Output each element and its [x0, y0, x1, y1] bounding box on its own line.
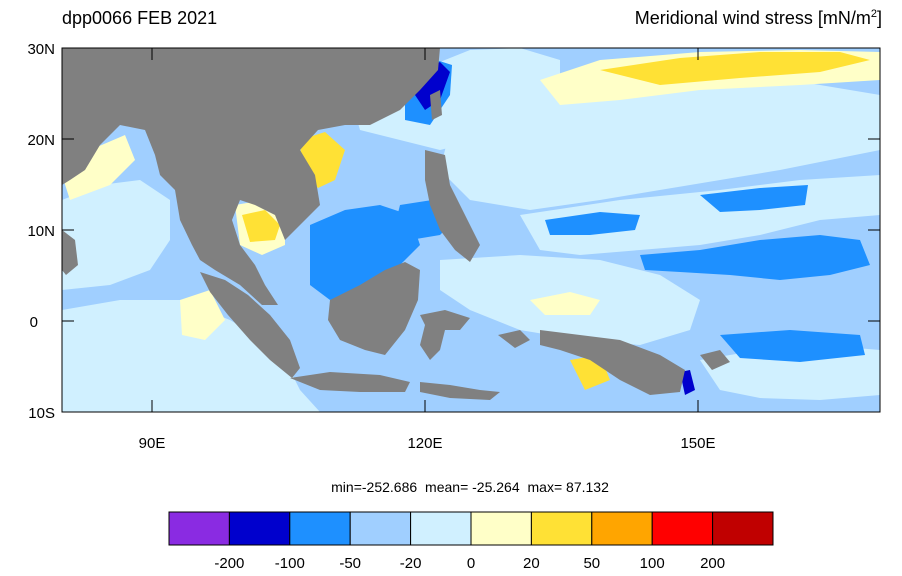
title-unit-close: ]	[876, 8, 882, 28]
land-taiwan	[430, 90, 442, 120]
title-variable: Meridional wind stress [mN/m	[634, 8, 871, 28]
lat-label-30n: 30N	[27, 41, 55, 58]
land-new-ireland	[700, 350, 730, 370]
ocean-field-blue-pacific-east	[640, 235, 870, 280]
colorbar-label: 20	[523, 555, 540, 572]
land-sumatra	[200, 272, 300, 378]
plot-title-left: dpp0066 FEB 2021	[62, 8, 218, 28]
colorbar-swatch	[168, 511, 230, 546]
ocean-field-blue-solomon-sea	[720, 330, 865, 362]
title-unit-exponent: 2	[870, 8, 877, 20]
lon-label-90e: 90E	[139, 435, 166, 452]
ocean-field-blue-south-china-sea	[310, 205, 420, 300]
colorbar-label: 0	[467, 555, 475, 572]
ocean-field-yellow-gulf-thailand	[242, 210, 280, 242]
stat-max: max= 87.132	[527, 479, 609, 495]
colorbar-swatch	[228, 511, 291, 546]
lat-label-0: 0	[30, 314, 38, 331]
ocean-field-blue-pacific-north	[700, 185, 808, 212]
land-luzon-philippines	[425, 150, 480, 262]
lon-label-120e: 120E	[407, 435, 442, 452]
colorbar-label: -100	[275, 555, 305, 572]
colorbar-label: 100	[640, 555, 665, 572]
lat-label-20n: 20N	[27, 132, 55, 149]
colorbar-swatch	[651, 511, 714, 546]
land-halmahera	[498, 330, 530, 348]
lat-label-10s: 10S	[28, 405, 55, 422]
land-lesser-sunda	[420, 382, 500, 400]
colorbar-swatch	[712, 511, 774, 546]
colorbar-swatch	[470, 511, 532, 546]
land-asia-mainland	[62, 48, 440, 305]
land-java	[290, 372, 410, 392]
lat-label-10n: 10N	[27, 223, 55, 240]
colorbar-label: -200	[214, 555, 244, 572]
ocean-field-pale-cyan-indian	[62, 300, 320, 412]
land-borneo	[328, 262, 420, 355]
ocean-field-pale-yellow-indian	[180, 290, 225, 340]
ocean-field-pale-yellow-bay-bengal	[62, 135, 135, 200]
ocean-field-dark-blue-new-britain	[680, 370, 695, 395]
colorbar-label: 200	[700, 555, 725, 572]
land	[62, 48, 730, 400]
ocean-field-pale-cyan-east-china-sea	[350, 48, 560, 150]
stats-line: min=-252.686 mean= -25.264 max= 87.132	[0, 479, 902, 495]
colorbar-swatch	[530, 511, 593, 546]
colorbar-label: -20	[400, 555, 422, 572]
lon-label-150e: 150E	[680, 435, 715, 452]
colorbar-swatch	[349, 511, 412, 546]
colorbar: -200 -100 -50 -20 0 20 50 100 200	[168, 511, 774, 572]
ocean-field-pale-cyan-southeast	[700, 345, 880, 400]
colorbar-swatch	[591, 511, 653, 546]
land-new-guinea	[540, 330, 685, 395]
axis-ticks	[62, 48, 880, 412]
ocean-field-pale-yellow-equatorial	[530, 292, 600, 315]
colorbar-label: -50	[339, 555, 361, 572]
colorbar-swatch	[289, 511, 351, 546]
plot-title-right: Meridional wind stress [mN/m2]	[635, 8, 882, 29]
land-sulawesi	[420, 310, 470, 360]
ocean-field-blue-pacific-west	[545, 212, 640, 235]
ocean-field-pale-cyan-north	[440, 80, 880, 210]
stat-min: min=-252.686	[331, 479, 418, 495]
ocean-field-pale-cyan-bay-of-bengal	[62, 180, 170, 290]
colorbar-label: 50	[583, 555, 600, 572]
stat-mean: mean= -25.264	[425, 479, 520, 495]
map-area	[62, 48, 880, 412]
land-sri-lanka	[62, 230, 78, 275]
ocean-field-yellow-north-pacific	[600, 52, 870, 85]
colorbar-swatch	[410, 511, 472, 546]
